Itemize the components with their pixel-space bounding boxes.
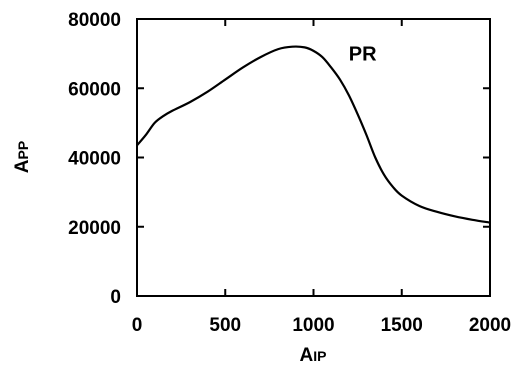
plot-frame [136, 18, 491, 297]
series [136, 45, 491, 224]
ticks [136, 18, 491, 297]
x-tick-label: 500 [209, 315, 241, 336]
plot-area [136, 18, 491, 297]
x-axis-title: AIP [300, 345, 327, 366]
series-line [136, 45, 491, 224]
series-annotation: PR [349, 44, 377, 66]
y-tick-label: 0 [110, 287, 121, 308]
y-tick-label: 80000 [68, 10, 121, 31]
y-tick-label: 40000 [68, 149, 121, 170]
x-tick-label: 1000 [292, 315, 334, 336]
x-tick-label: 1500 [381, 315, 423, 336]
y-tick-label: 60000 [68, 79, 121, 100]
x-tick-label: 2000 [469, 315, 511, 336]
y-tick-label: 20000 [68, 218, 121, 239]
annotations: PR [349, 44, 377, 66]
x-tick-label: 0 [132, 315, 143, 336]
y-axis-title: APP [12, 141, 33, 173]
